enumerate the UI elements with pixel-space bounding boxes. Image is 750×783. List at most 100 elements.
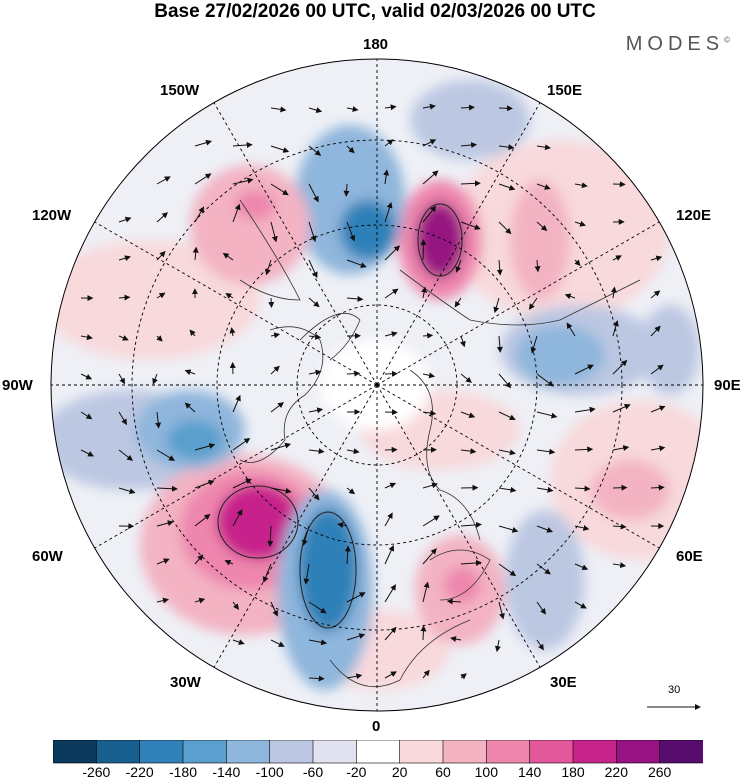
colorbar-swatch bbox=[659, 740, 703, 764]
wind-vector bbox=[308, 487, 320, 501]
lon-label-120w: 120W bbox=[32, 207, 72, 224]
wind-vector bbox=[80, 449, 95, 457]
wind-vector bbox=[384, 482, 397, 489]
colorbar-tick-label: 260 bbox=[647, 764, 672, 780]
wind-vector bbox=[270, 365, 280, 375]
wind-vector bbox=[308, 369, 322, 376]
wind-vector bbox=[118, 411, 127, 426]
wind-vector bbox=[422, 372, 436, 379]
wind-vector bbox=[536, 639, 544, 651]
coast-scandinavia bbox=[429, 549, 491, 601]
colorbar-swatch bbox=[53, 740, 98, 764]
colorbar-swatch bbox=[529, 740, 574, 764]
meridian-line bbox=[94, 384, 378, 549]
wind-vector bbox=[498, 449, 516, 456]
colorbar-swatch bbox=[486, 740, 531, 764]
wind-vector bbox=[498, 373, 512, 389]
wind-vector bbox=[536, 221, 548, 232]
wind-vector bbox=[459, 335, 466, 348]
wind-vector bbox=[270, 221, 278, 243]
wind-vector bbox=[343, 183, 350, 197]
wind-vector bbox=[156, 176, 171, 185]
wind-vector bbox=[268, 297, 275, 309]
colorbar-tick-label: -100 bbox=[255, 764, 284, 780]
wind-vector bbox=[612, 523, 627, 530]
wind-vector bbox=[346, 673, 363, 680]
wind-vector bbox=[530, 335, 538, 354]
colorbar-tick-label: -180 bbox=[168, 764, 198, 780]
lon-label-0: 0 bbox=[372, 718, 381, 735]
wind-vector bbox=[460, 448, 477, 455]
wind-vector bbox=[301, 525, 310, 546]
wind-vector bbox=[346, 221, 356, 242]
wind-vector bbox=[270, 402, 284, 413]
wind-vector bbox=[612, 255, 622, 261]
wind-vector bbox=[384, 245, 401, 261]
wind-vector bbox=[194, 554, 204, 565]
wind-vector bbox=[455, 259, 462, 273]
wind-vector bbox=[650, 445, 666, 452]
colorbar-swatch bbox=[356, 740, 401, 764]
wind-vector bbox=[460, 142, 478, 149]
wind-vector bbox=[308, 407, 324, 414]
wind-vector bbox=[308, 297, 320, 308]
wind-vector bbox=[232, 177, 254, 185]
lon-label-150w: 150W bbox=[160, 82, 200, 99]
meridians bbox=[51, 59, 703, 711]
wind-vector bbox=[156, 597, 169, 604]
colorbar-tick-label: -260 bbox=[82, 764, 111, 780]
wind-vector bbox=[156, 292, 166, 299]
wind-vector bbox=[536, 411, 558, 419]
wind-vector bbox=[574, 485, 591, 492]
wind-vector bbox=[80, 373, 93, 380]
wind-vector bbox=[422, 205, 437, 223]
wind-vector bbox=[270, 332, 281, 339]
wind-vector bbox=[308, 259, 318, 279]
lon-label-120e: 120E bbox=[676, 207, 712, 224]
wind-vector bbox=[612, 562, 627, 569]
wind-vector bbox=[262, 563, 272, 583]
colorbar-tick-label: -20 bbox=[346, 764, 367, 780]
wind-vector bbox=[564, 293, 576, 300]
anomaly-pos-alaska-core bbox=[235, 190, 275, 220]
wind-vector bbox=[184, 402, 196, 413]
anomaly-pos-asia bbox=[510, 180, 570, 300]
wind-vector bbox=[337, 522, 348, 529]
wind-vector bbox=[308, 448, 325, 455]
wind-vector bbox=[270, 487, 292, 494]
anomaly-pos-scandinavia-core bbox=[444, 567, 480, 603]
meridian-line bbox=[376, 221, 660, 386]
wind-vector bbox=[270, 442, 292, 451]
wind-vector bbox=[222, 252, 234, 261]
colorbar-tick-label: -220 bbox=[125, 764, 154, 780]
wind-vector bbox=[574, 563, 589, 571]
wind-vector bbox=[194, 513, 211, 527]
meridian-line bbox=[213, 102, 378, 386]
map-boundary bbox=[50, 58, 704, 712]
wind-vector bbox=[498, 563, 517, 577]
wind-vector bbox=[536, 486, 554, 493]
wind-vector bbox=[574, 364, 594, 375]
wind-vector bbox=[574, 182, 588, 189]
colorbar-tick-label: 100 bbox=[474, 764, 499, 780]
wind-vector bbox=[308, 183, 319, 203]
colorbar-swatch bbox=[399, 740, 444, 764]
coast-europe bbox=[329, 619, 471, 687]
wind-vector bbox=[536, 183, 551, 190]
wind-vector bbox=[308, 639, 328, 646]
lon-label-90e: 90E bbox=[714, 377, 741, 394]
contour-europe bbox=[299, 511, 357, 629]
wind-vector bbox=[422, 669, 430, 679]
coast-canada bbox=[239, 326, 324, 463]
coast-alaska bbox=[239, 199, 301, 301]
wind-vector bbox=[422, 139, 437, 147]
wind-vector bbox=[574, 259, 581, 266]
wind-vector bbox=[232, 394, 241, 413]
wind-vector bbox=[498, 183, 516, 191]
lon-label-60e: 60E bbox=[676, 548, 703, 565]
wind-vector bbox=[384, 139, 394, 147]
anomaly-neg-far-east bbox=[640, 305, 700, 395]
wind-vector bbox=[650, 290, 661, 299]
wind-vector bbox=[422, 515, 440, 527]
